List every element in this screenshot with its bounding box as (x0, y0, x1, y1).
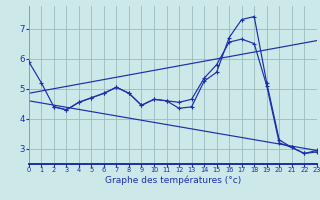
X-axis label: Graphe des températures (°c): Graphe des températures (°c) (105, 176, 241, 185)
